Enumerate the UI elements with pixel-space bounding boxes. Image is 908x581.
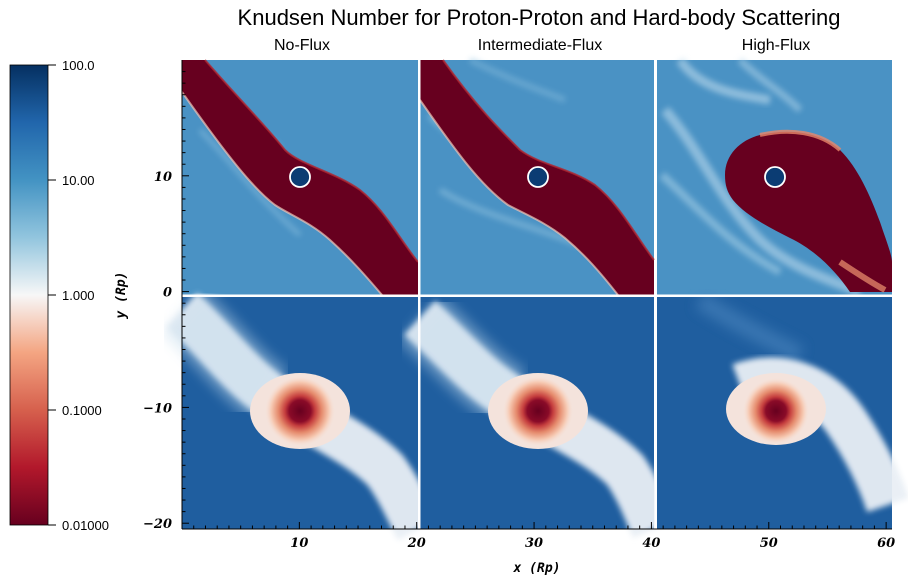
panel-bottom-intermediate-flux [398, 295, 676, 539]
panel-top-intermediate-flux [419, 57, 655, 296]
y-axis-ticks: 10 0 −10 −20 [143, 71, 189, 532]
x-tick-label: 60 [877, 536, 895, 551]
axes [181, 60, 892, 530]
panel-grid [160, 57, 908, 541]
y-tick-label: −20 [143, 517, 172, 532]
x-tick-label: 40 [642, 536, 660, 551]
panel-top-no-flux [181, 59, 419, 296]
x-tick-label: 50 [760, 536, 778, 551]
panel-bottom-high-flux [657, 292, 908, 529]
x-tick-label: 20 [407, 536, 426, 551]
colorbar-tick-label: 1.000 [62, 288, 95, 303]
column-label-high-flux: High-Flux [742, 37, 810, 54]
y-tick-label: 10 [154, 170, 172, 185]
colorbar-tick-label: 0.1000 [62, 403, 102, 418]
y-tick-label: 0 [163, 286, 172, 301]
x-tick-label: 10 [290, 536, 308, 551]
column-label-intermediate-flux: Intermediate-Flux [478, 37, 603, 54]
x-tick-label: 30 [525, 536, 543, 551]
y-tick-label: −10 [143, 401, 172, 416]
chart-title: Knudsen Number for Proton-Proton and Har… [238, 5, 841, 30]
panel-top-high-flux [657, 57, 892, 297]
colorbar-tick-label: 10.00 [62, 173, 95, 188]
colorbar-tick-label: 100.0 [62, 58, 95, 73]
y-axis-label: y (Rp) [114, 272, 129, 320]
colorbar [9, 64, 49, 526]
panel-bottom-no-flux [160, 287, 439, 541]
colorbar-tick-label: 0.01000 [62, 518, 109, 533]
colorbar-ticks: 100.0 10.00 1.000 0.1000 0.01000 [48, 58, 109, 533]
column-label-no-flux: No-Flux [274, 37, 330, 54]
x-axis-ticks: 10 20 30 40 50 60 [193, 522, 895, 551]
x-axis-label: x (Rp) [513, 561, 561, 576]
